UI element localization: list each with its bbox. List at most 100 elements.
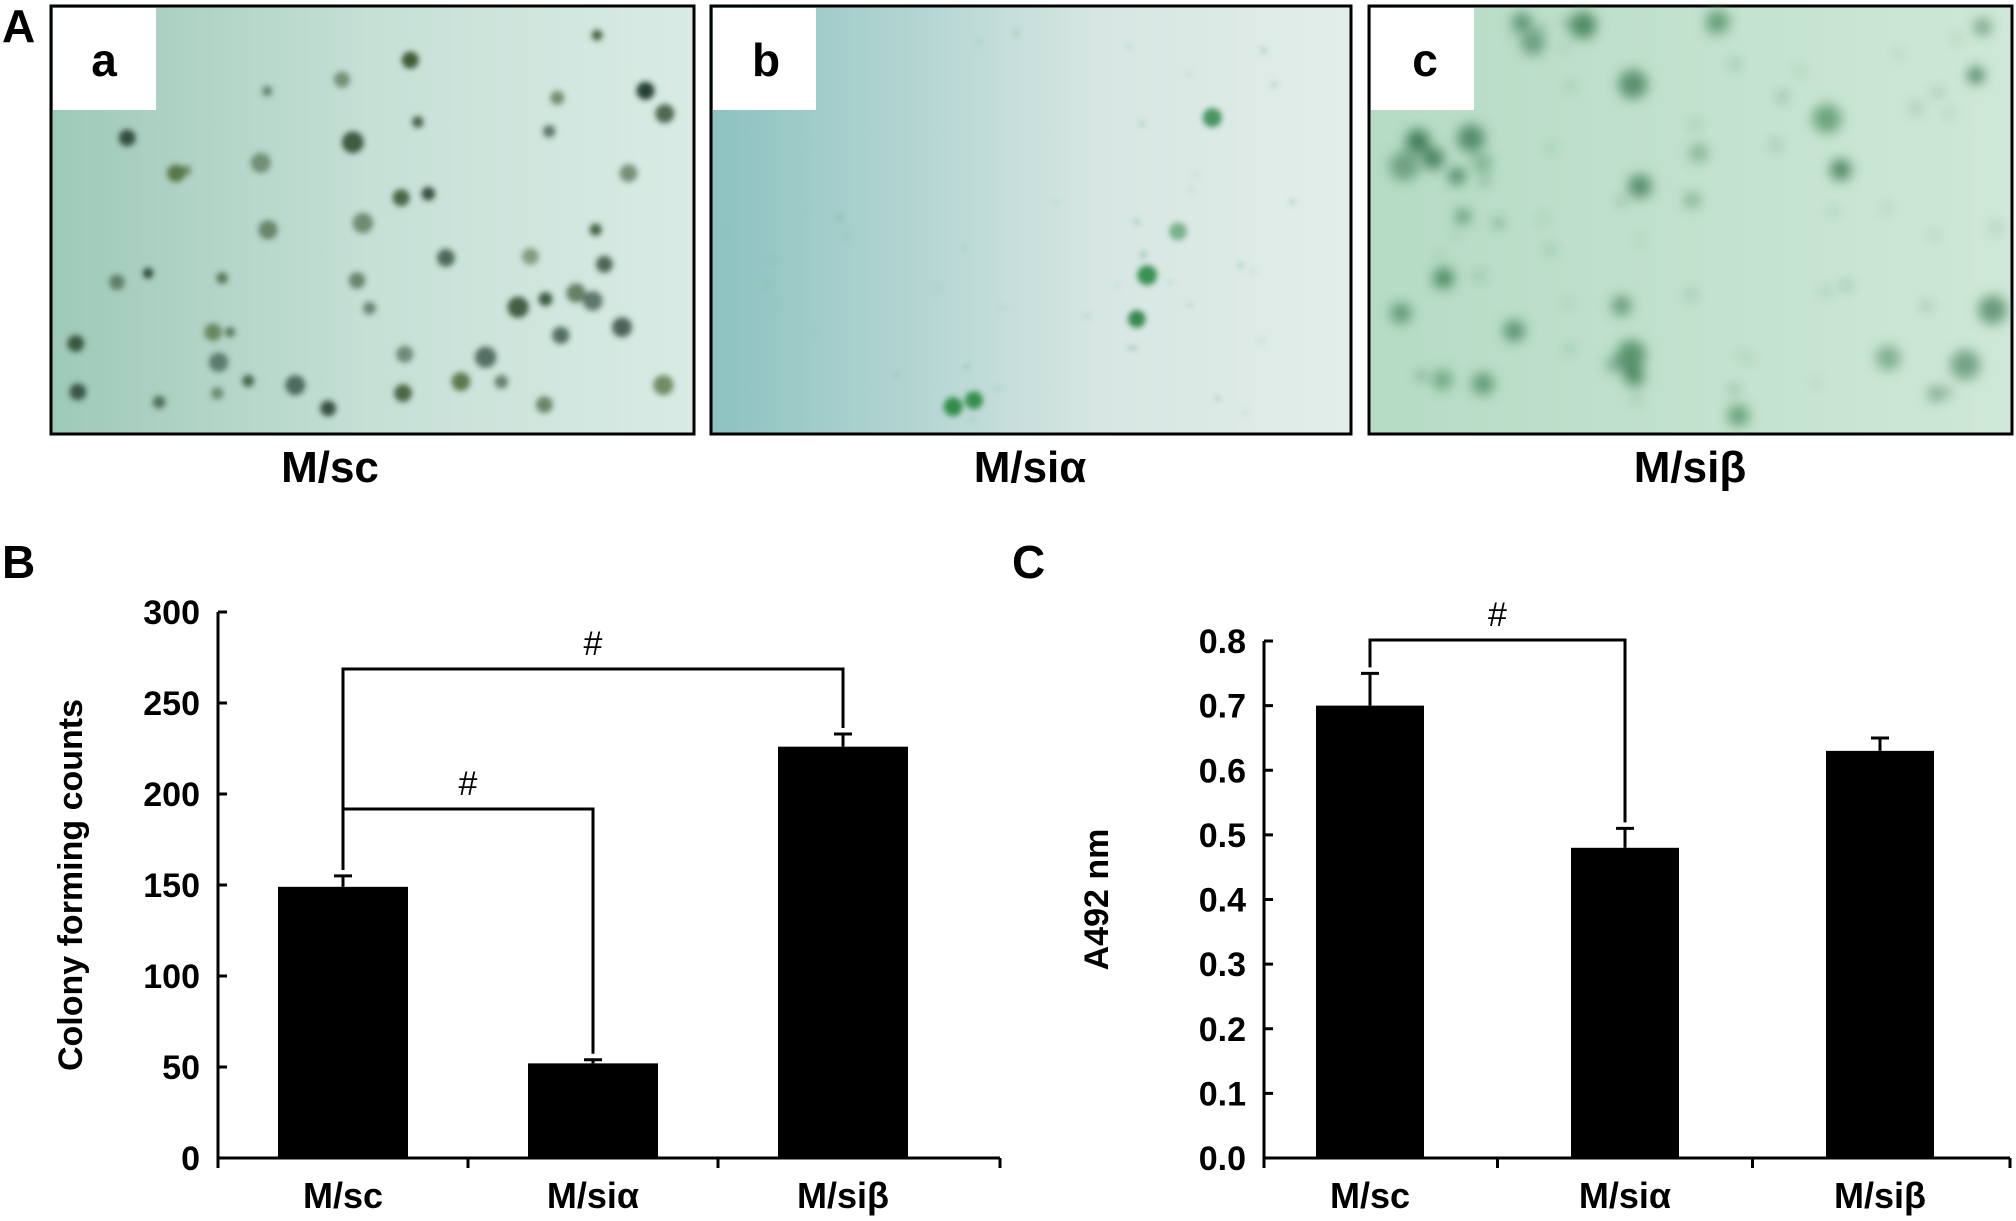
significance-label: # [1488,596,1507,634]
colony-mark [964,391,983,410]
colony-mark [224,327,236,338]
colony-mark [1619,198,1625,204]
y-tick-label: 0.2 [1199,1011,1246,1049]
significance-label: # [584,625,603,663]
colony-mark [216,272,228,284]
colony-mark [1127,44,1132,49]
colony-mark [1932,233,1937,238]
y-tick-label: 150 [143,867,200,905]
colony-mark [152,395,166,409]
colony-mark [250,152,271,173]
micrograph-b: b [709,4,1353,436]
colony-mark [1633,395,1639,401]
colony-mark [1689,143,1708,163]
colony-mark [394,384,412,402]
y-tick-label: 100 [143,958,200,996]
colony-mark [1139,120,1145,127]
colony-mark [619,164,638,183]
colony-mark [1954,36,1959,41]
colony-mark [1884,205,1890,211]
colony-mark [845,234,849,238]
colony-mark [109,274,125,290]
colony-mark [1437,254,1442,259]
colony-mark [538,292,553,307]
colony-mark [1993,224,1999,231]
colony-mark [1512,12,1532,33]
colony-mark [474,346,497,368]
y-tick-label: 0 [181,1140,200,1178]
y-tick-label: 200 [143,776,200,814]
micrograph-a-caption: M/sc [281,443,379,492]
y-tick-label: 300 [143,594,200,632]
colony-mark [1978,295,2007,325]
colony-mark [1472,152,1492,173]
colony-mark [1746,356,1751,361]
colony-mark [1134,219,1140,225]
colony-mark [1014,30,1019,36]
significance-label: # [459,765,478,803]
colony-mark [437,248,455,267]
colony-mark [1389,151,1420,181]
colony-mark [1831,209,1836,214]
colony-mark [1933,387,1937,391]
colony-mark [1132,346,1137,351]
colony-mark [596,255,613,273]
colony-mark [522,248,539,265]
colony-mark [1495,219,1502,227]
colony-mark [1974,18,1992,36]
bar [278,886,408,1158]
y-tick-label: 0.3 [1199,946,1246,984]
colony-mark [1194,172,1199,177]
colony-mark [653,375,674,396]
colony-mark [262,85,273,97]
panel-c-letter: C [1012,536,1045,588]
colony-mark [1950,350,1981,380]
colony-mark [566,283,586,303]
x-category-label: M/sc [303,1175,383,1216]
y-tick-label: 0.8 [1199,623,1246,661]
colony-mark [995,386,1001,392]
micrograph-c: c [1367,4,2014,436]
x-category-label: M/siβ [797,1175,889,1216]
colony-mark [1449,168,1465,185]
micrograph-a-letter: a [91,34,117,86]
x-category-label: M/sc [1330,1175,1410,1216]
colony-mark [591,29,603,41]
colony-mark [1054,200,1059,205]
colony-mark [1943,388,1951,396]
colony-mark [770,259,775,263]
colony-mark [1569,11,1597,39]
colony-mark [1000,305,1004,310]
colony-mark [836,214,843,221]
colony-mark [1772,142,1779,149]
colony-mark [167,164,185,183]
colony-mark [1934,89,1941,96]
colony-mark [1547,247,1553,253]
panel-a-letter: A [2,0,35,52]
colony-mark [1538,25,1544,32]
colony-mark [801,140,805,145]
y-tick-label: 0.4 [1199,882,1246,920]
colony-mark [1843,282,1849,289]
y-tick-label: 0.0 [1199,1140,1246,1178]
colony-mark [1628,174,1652,199]
colony-mark [1417,372,1425,380]
colony-mark [1815,381,1819,385]
colony-mark [1687,291,1694,299]
y-axis-label: A492 nm [1078,829,1116,971]
colony-mark [1606,356,1623,373]
y-axis-label: Colony forming counts [52,699,90,1071]
colony-mark [118,129,136,147]
colony-mark [1566,301,1570,305]
bar [528,1063,658,1158]
colony-mark [242,374,255,387]
colony-mark [451,372,471,391]
colony-mark [348,272,366,289]
colony-mark [69,383,87,401]
colony-mark [1562,44,1567,49]
colony-mark [655,104,675,124]
micrograph-a: a [49,4,696,436]
colony-mark [1822,289,1829,295]
colony-mark [1587,30,1593,36]
colony-mark [1503,320,1525,342]
